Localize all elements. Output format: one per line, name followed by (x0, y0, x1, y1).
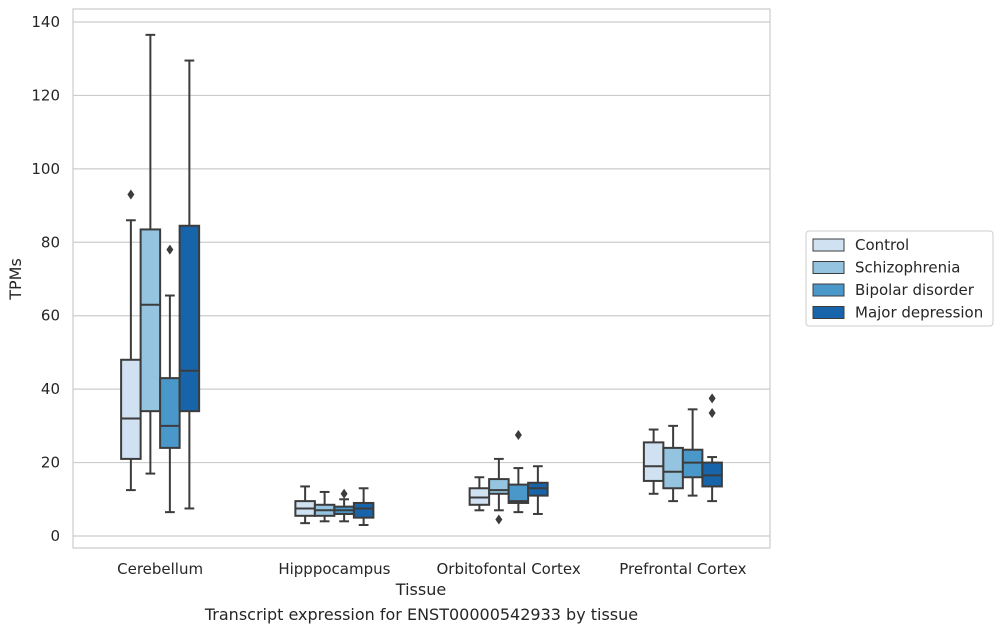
outlier-point (514, 430, 522, 441)
x-tick-label: Cerebellum (117, 560, 203, 578)
box-schizophrenia (139, 33, 162, 475)
legend-swatch (812, 238, 845, 252)
legend-swatch (812, 283, 845, 297)
iqr-box (139, 228, 162, 413)
outlier-point (166, 244, 174, 255)
iqr-box (642, 441, 665, 482)
x-tick-label: Orbitofontal Cortex (437, 560, 581, 578)
chart-caption: Transcript expression for ENST0000054293… (204, 605, 639, 624)
box-major-depression (178, 59, 201, 510)
box-schizophrenia (662, 424, 684, 503)
x-tick-label: Hipppocampus (278, 560, 390, 578)
y-tick-label: 140 (31, 13, 60, 31)
box-bipolar-disorder (159, 244, 181, 514)
y-tick-label: 0 (50, 527, 60, 545)
iqr-box (159, 377, 181, 449)
legend: Control Schizophrenia Bipolar disorder Majo… (805, 230, 994, 327)
iqr-box (352, 501, 375, 519)
legend-frame (805, 230, 994, 327)
plot-frame (72, 8, 771, 549)
iqr-box (662, 446, 684, 490)
y-tick-label: 120 (31, 86, 60, 104)
legend-label: Schizophrenia (855, 259, 960, 277)
box-major-depression (701, 393, 723, 503)
box-control (642, 428, 665, 495)
y-tick-label: 60 (41, 307, 60, 325)
x-axis-label: Tissue (395, 580, 446, 599)
box-schizophrenia (313, 490, 336, 523)
y-tick-label: 80 (41, 233, 60, 251)
iqr-box (178, 224, 201, 413)
legend-label: Major depression (855, 304, 983, 322)
iqr-box (120, 358, 142, 460)
y-tick-label: 20 (41, 454, 60, 472)
box-bipolar-disorder (681, 408, 704, 497)
x-tick-label: Prefrontal Cortex (619, 560, 746, 578)
outlier-point (127, 189, 135, 200)
box-series (120, 33, 723, 526)
box-bipolar-disorder (333, 488, 355, 523)
outlier-point (340, 488, 348, 499)
box-bipolar-disorder (507, 430, 530, 514)
x-axis-ticks: Cerebellum Hipppocampus Orbitofontal Corte… (117, 560, 746, 578)
y-tick-label: 100 (31, 160, 60, 178)
box-major-depression (527, 465, 549, 515)
y-axis-label: TPMs (6, 258, 25, 301)
legend-swatch (812, 261, 845, 274)
legend-label: Control (855, 236, 909, 254)
box-schizophrenia (488, 457, 510, 525)
legend-swatch (812, 306, 845, 319)
box-control (120, 189, 142, 492)
outlier-point (495, 514, 503, 525)
y-tick-label: 40 (41, 380, 60, 398)
y-axis-ticks: 0 20 40 60 80 100 120 140 (31, 13, 60, 545)
legend-label: Bipolar disorder (855, 281, 975, 299)
box-control (294, 485, 316, 525)
box-control (468, 476, 491, 512)
outlier-point (708, 408, 716, 419)
outlier-point (708, 393, 716, 404)
box-major-depression (352, 487, 375, 526)
iqr-box (488, 478, 510, 495)
